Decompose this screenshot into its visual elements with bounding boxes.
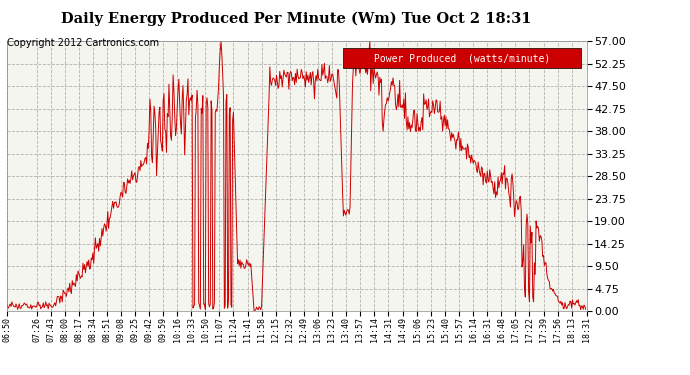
- FancyBboxPatch shape: [343, 48, 581, 68]
- Text: Copyright 2012 Cartronics.com: Copyright 2012 Cartronics.com: [7, 38, 159, 48]
- Text: Daily Energy Produced Per Minute (Wm) Tue Oct 2 18:31: Daily Energy Produced Per Minute (Wm) Tu…: [61, 11, 532, 26]
- Text: Power Produced  (watts/minute): Power Produced (watts/minute): [374, 53, 550, 63]
